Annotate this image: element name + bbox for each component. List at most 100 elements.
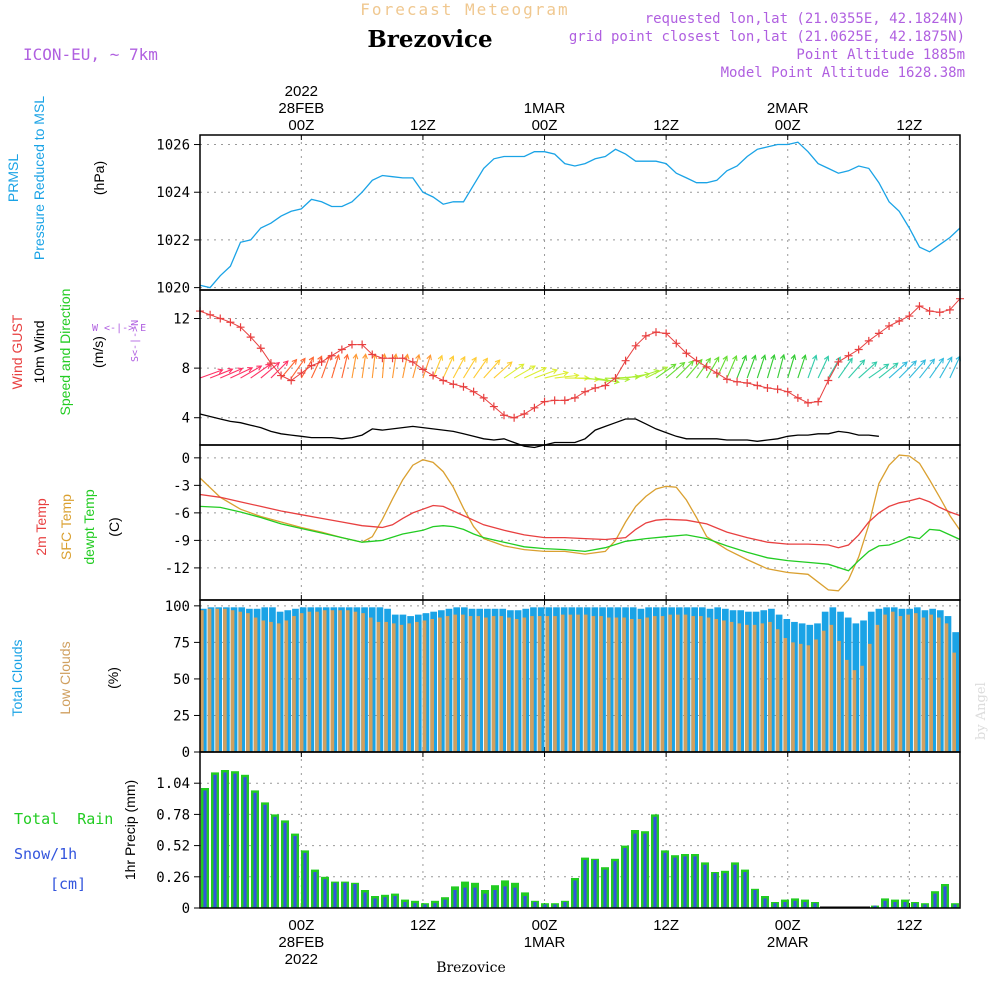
- low-cloud-bar: [276, 623, 281, 752]
- gust-marker: [256, 344, 265, 353]
- gust-marker: [652, 328, 660, 337]
- gust-marker: [358, 340, 367, 349]
- snow-bar: [883, 900, 887, 908]
- snow-bar: [613, 861, 617, 908]
- snow-bar: [433, 903, 437, 908]
- wind-arrow: [898, 360, 917, 379]
- gust-marker: [844, 351, 853, 360]
- gust-marker: [641, 331, 650, 340]
- bottom-time-label: 00Z: [532, 917, 558, 934]
- gust-marker: [874, 329, 883, 338]
- y-tick-label: -3: [173, 478, 190, 494]
- y-tick-label: 0.52: [156, 839, 190, 855]
- wind-arrowhead: [426, 354, 432, 361]
- low-cloud-bar: [691, 616, 695, 752]
- snow-bar: [453, 890, 457, 908]
- y-tick-label: 1.04: [156, 776, 190, 792]
- wind-arrowhead: [494, 359, 501, 366]
- low-cloud-bar: [729, 621, 734, 752]
- footer-location: Brezovice: [436, 960, 506, 976]
- low-cloud-bar: [514, 619, 519, 752]
- snow-bar: [593, 860, 597, 908]
- snow-bar: [943, 886, 947, 908]
- wind-arrowhead: [237, 367, 244, 373]
- low-cloud-bar: [591, 616, 596, 752]
- model-altitude: Model Point Altitude 1628.38m: [721, 65, 965, 81]
- snow-bar: [873, 905, 877, 908]
- snow-bar: [723, 873, 727, 908]
- gust-marker: [266, 359, 275, 368]
- gust-marker: [814, 397, 823, 406]
- y-tick-label: 0: [182, 901, 190, 917]
- wind-arrow: [270, 360, 289, 379]
- wind-arrow: [452, 356, 466, 379]
- wind-arrow: [209, 368, 233, 379]
- bottom-time-label: 12Z: [653, 917, 679, 934]
- low-cloud-bar: [345, 610, 350, 752]
- wind-arrow: [746, 355, 756, 379]
- low-cloud-bar: [399, 624, 404, 752]
- gust-marker: [611, 374, 620, 383]
- gust-marker: [945, 305, 954, 314]
- low-cloud-bar: [207, 608, 212, 752]
- gust-marker: [510, 413, 519, 422]
- wind-arrowhead: [790, 353, 797, 361]
- wind-arrowhead: [282, 360, 289, 367]
- snow-bar: [573, 880, 577, 908]
- low-cloud-bar: [936, 617, 941, 752]
- low-cloud-bar: [783, 638, 788, 752]
- gust-marker: [682, 349, 691, 358]
- wind-arrowhead: [247, 367, 254, 373]
- wind-arrowhead: [540, 367, 548, 373]
- gust-marker: [236, 323, 245, 332]
- low-cloud-bar: [921, 617, 926, 752]
- side-label-pressure-0: PRMSL: [5, 154, 21, 202]
- low-cloud-bar: [875, 624, 880, 752]
- snow-bar: [503, 886, 507, 908]
- wind-arrow: [777, 354, 785, 379]
- bottom-time-label: 12Z: [896, 917, 922, 934]
- wind-arrow: [483, 359, 501, 379]
- wind-arrowhead: [871, 361, 878, 367]
- gust-marker: [246, 333, 255, 342]
- wind-arrow: [797, 355, 806, 379]
- y-tick-label: 0: [182, 451, 190, 467]
- wind-arrow: [300, 356, 314, 379]
- wind-arrow: [442, 356, 454, 379]
- low-cloud-bar: [353, 611, 358, 752]
- low-cloud-bar: [775, 629, 780, 752]
- precip-label-snow: Snow/1h: [14, 845, 77, 863]
- low-cloud-bar: [292, 616, 296, 752]
- low-cloud-bar: [683, 614, 688, 752]
- low-cloud-bar: [745, 624, 749, 752]
- wind-arrow: [949, 356, 961, 379]
- wind-arrowhead: [770, 353, 776, 361]
- snow-bar: [763, 898, 767, 908]
- gust-marker: [216, 314, 225, 323]
- gust-marker: [753, 381, 762, 390]
- wind-arrow: [220, 368, 243, 379]
- snow-bar: [633, 833, 637, 908]
- low-cloud-bar: [307, 611, 312, 752]
- wind-arrow: [240, 365, 262, 379]
- wind-arrow: [310, 356, 323, 379]
- gust-marker: [854, 345, 863, 354]
- wind-arrowhead: [947, 356, 953, 363]
- wind-arrowhead: [938, 357, 945, 364]
- wind-arrow: [321, 355, 331, 379]
- low-cloud-bar: [952, 652, 956, 752]
- snow-bar: [683, 856, 687, 908]
- low-cloud-bar: [706, 617, 711, 752]
- y-tick-label: 25: [173, 708, 190, 724]
- wind-arrowhead: [551, 368, 559, 374]
- panel-clouds: 0 25 50 75 100: [165, 599, 961, 761]
- gust-marker: [601, 381, 610, 390]
- snow-bar: [463, 887, 467, 908]
- gust-marker: [378, 354, 387, 363]
- gust-marker: [439, 376, 448, 385]
- gust-marker: [550, 396, 559, 405]
- snow-bar: [703, 864, 707, 908]
- wind-arrowhead: [227, 368, 234, 374]
- wind-arrow: [696, 358, 711, 379]
- low-cloud-bar: [637, 619, 642, 752]
